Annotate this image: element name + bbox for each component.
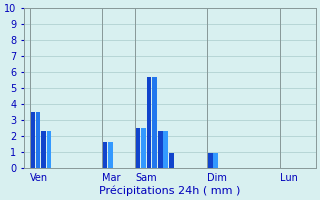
Bar (102, 142, 107, 168)
Bar (36, 112, 40, 168)
Bar (30, 112, 35, 168)
Bar (213, 153, 218, 168)
Bar (158, 131, 163, 168)
Bar (152, 77, 157, 168)
Bar (169, 153, 174, 168)
Bar (47, 131, 52, 168)
Bar (147, 77, 151, 168)
Bar (41, 131, 46, 168)
Bar (164, 131, 168, 168)
X-axis label: Précipitations 24h ( mm ): Précipitations 24h ( mm ) (99, 185, 241, 196)
Bar (141, 128, 146, 168)
Bar (136, 128, 140, 168)
Bar (208, 153, 212, 168)
Bar (108, 142, 113, 168)
